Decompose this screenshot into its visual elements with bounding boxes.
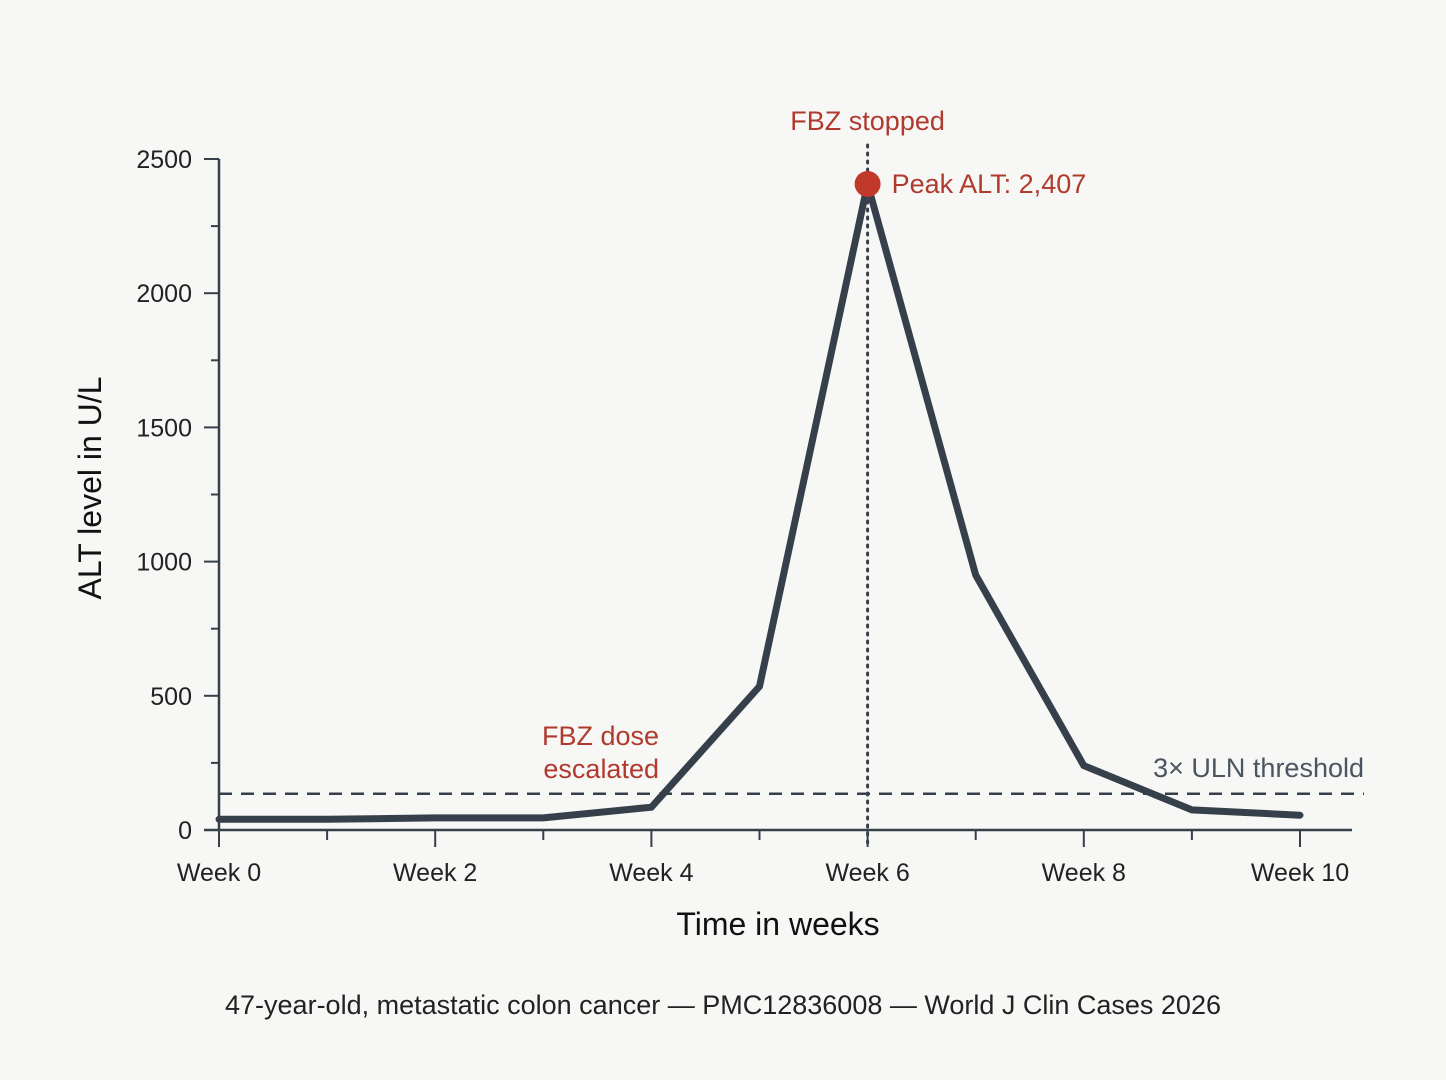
y-tick-label-2500: 2500 xyxy=(136,146,192,174)
y-tick-label-1000: 1000 xyxy=(136,549,192,577)
peak-label: Peak ALT: 2,407 xyxy=(892,169,1087,199)
series-layer xyxy=(215,183,1304,823)
x-tick-label-8: Week 8 xyxy=(1042,859,1126,887)
reference-lines: 3× ULN threshold FBZ stopped xyxy=(219,106,1364,847)
peak-marker xyxy=(854,170,881,197)
y-tick-label-1500: 1500 xyxy=(136,414,192,442)
uln-threshold-label: 3× ULN threshold xyxy=(1153,753,1364,783)
alt-series-line xyxy=(215,183,1304,823)
y-axis-title: ALT level in U/L xyxy=(72,377,108,600)
figure-footer: 47-year-old, metastatic colon cancer — P… xyxy=(225,990,1221,1020)
dose-escalated-label-line2: escalated xyxy=(543,754,659,784)
y-tick-label-500: 500 xyxy=(150,683,192,711)
x-tick-label-10: Week 10 xyxy=(1251,859,1349,887)
x-tick-label-6: Week 6 xyxy=(825,859,909,887)
x-tick-label-4: Week 4 xyxy=(609,859,693,887)
fbz-stopped-label: FBZ stopped xyxy=(790,106,945,136)
x-tick-label-2: Week 2 xyxy=(393,859,477,887)
axes: 0 500 1000 1500 2000 2500 Week 0 Week 2 Week 4 We… xyxy=(136,146,1352,887)
alt-line-chart: 0 500 1000 1500 2000 2500 Week 0 Week 2 Week 4 We… xyxy=(72,106,1364,942)
y-tick-label-2000: 2000 xyxy=(136,280,192,308)
x-axis-title: Time in weeks xyxy=(676,906,879,942)
y-tick-label-0: 0 xyxy=(178,817,192,845)
x-tick-label-0: Week 0 xyxy=(177,859,261,887)
dose-escalated-label-line1: FBZ dose xyxy=(542,721,659,751)
